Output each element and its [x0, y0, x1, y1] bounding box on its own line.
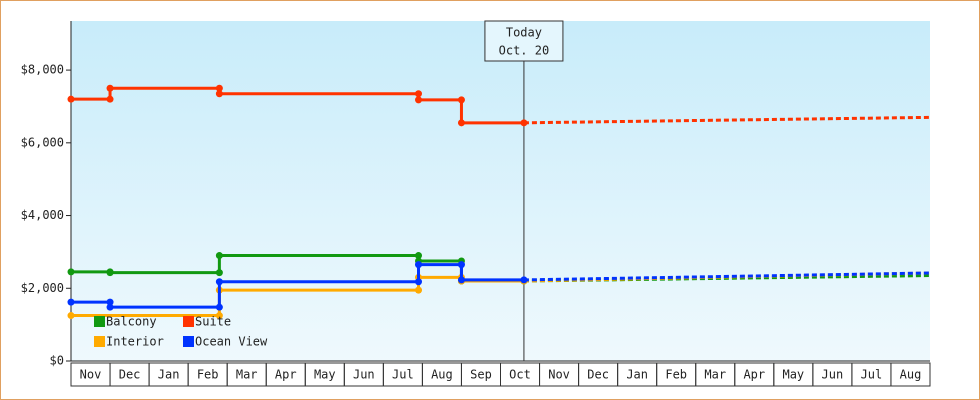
x-tick-label: Nov [80, 368, 102, 382]
price-point [520, 119, 528, 127]
price-point [106, 84, 114, 92]
y-tick-label: $6,000 [21, 135, 64, 149]
forecast-line [523, 271, 931, 282]
x-tick-label: May [782, 368, 804, 382]
x-tick-label: Aug [431, 368, 453, 382]
x-tick-label: Apr [275, 368, 297, 382]
x-tick-label: Jul [392, 368, 414, 382]
today-label: Today [506, 26, 542, 40]
price-point [215, 84, 223, 92]
x-tick-label: Jan [158, 368, 180, 382]
price-point [415, 286, 423, 294]
price-point [415, 278, 423, 286]
x-tick-label: Sep [470, 368, 492, 382]
price-point [67, 298, 75, 306]
x-tick-label: Mar [704, 368, 726, 382]
x-tick-label: Oct [509, 368, 531, 382]
forecast-line [523, 115, 931, 125]
x-tick-label: Apr [743, 368, 765, 382]
price-point [457, 96, 465, 104]
x-tick-label: Jun [822, 368, 844, 382]
price-point [215, 312, 223, 320]
legend-swatch [94, 336, 105, 347]
month-cell [890, 362, 931, 387]
price-point [106, 269, 114, 277]
price-point [215, 269, 223, 277]
price-point [215, 252, 223, 260]
price-point [457, 276, 465, 284]
legend-swatch [94, 316, 105, 327]
y-tick-label: $0 [50, 354, 64, 368]
x-tick-label: Dec [119, 368, 141, 382]
legend-swatch [183, 316, 194, 327]
price-point [457, 119, 465, 127]
price-point [67, 95, 75, 103]
price-point [457, 261, 465, 269]
legend-label: Interior [106, 335, 164, 349]
price-point [215, 303, 223, 311]
price-point [106, 95, 114, 103]
price-point [415, 252, 423, 260]
x-tick-label: Feb [665, 368, 687, 382]
price-point [415, 96, 423, 104]
y-tick-label: $8,000 [21, 63, 64, 77]
x-tick-label: Dec [587, 368, 609, 382]
price-point [67, 312, 75, 320]
legend-label: Suite [195, 315, 231, 329]
price-point [415, 90, 423, 98]
x-tick-label: Nov [548, 368, 570, 382]
y-tick-label: $4,000 [21, 208, 64, 222]
x-tick-label: Jun [353, 368, 375, 382]
legend-swatch [183, 336, 194, 347]
price-point [415, 261, 423, 269]
plot-area [71, 21, 930, 361]
today-label: Oct. 20 [499, 44, 550, 58]
legend-label: Balcony [106, 315, 157, 329]
price-point [215, 90, 223, 98]
x-tick-label: Jan [626, 368, 648, 382]
price-point [215, 278, 223, 286]
x-tick-label: Jul [861, 368, 883, 382]
price-line [71, 86, 524, 125]
price-point [520, 276, 528, 284]
y-tick-label: $2,000 [21, 281, 64, 295]
price-point [106, 303, 114, 311]
legend-label: Ocean View [195, 335, 268, 349]
today-box [484, 20, 564, 62]
price-point [106, 298, 114, 306]
x-tick-label: Feb [197, 368, 219, 382]
x-tick-label: May [314, 368, 336, 382]
x-tick-label: Aug [900, 368, 922, 382]
price-point [67, 268, 75, 276]
x-tick-label: Mar [236, 368, 258, 382]
